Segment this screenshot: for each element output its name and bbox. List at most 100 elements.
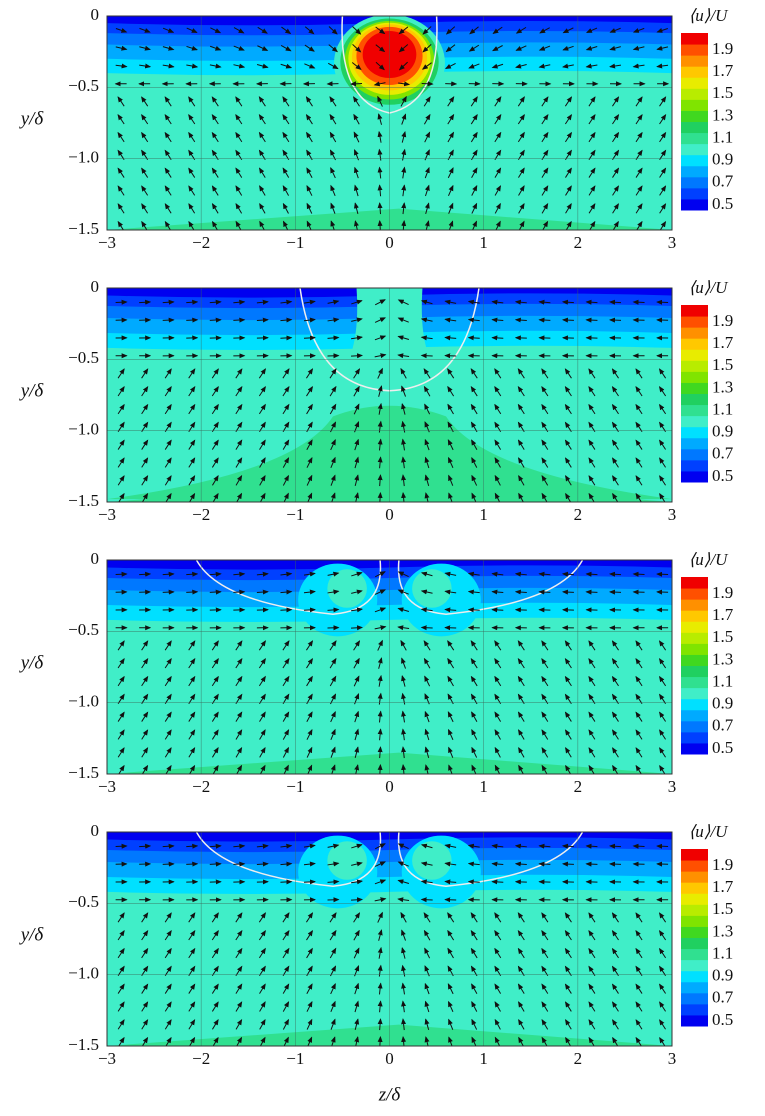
vector-arrow bbox=[401, 130, 407, 143]
y-tick-label: 0 bbox=[91, 549, 100, 568]
y-axis-label: y/δ bbox=[19, 652, 45, 673]
vector-arrow bbox=[141, 131, 149, 143]
vector-arrow bbox=[374, 353, 387, 359]
vector-arrow bbox=[447, 693, 454, 705]
vector-arrow bbox=[327, 861, 340, 867]
vector-arrow bbox=[401, 710, 407, 723]
vector-arrow bbox=[447, 131, 454, 143]
vector-arrow bbox=[635, 457, 643, 468]
vector-arrow bbox=[282, 1001, 290, 1012]
vector-arrow bbox=[612, 203, 619, 214]
colorbar-cell bbox=[681, 904, 708, 916]
vector-arrow bbox=[162, 45, 175, 51]
vector-arrow bbox=[447, 113, 455, 125]
vector-arrow bbox=[117, 930, 125, 941]
vector-arrow bbox=[258, 403, 266, 415]
vector-arrow bbox=[351, 317, 363, 323]
vector-arrow bbox=[258, 368, 266, 379]
vector-arrow bbox=[164, 640, 172, 651]
vector-arrow bbox=[327, 317, 340, 323]
vector-arrow bbox=[164, 457, 172, 468]
colorbar-tick-label: 1.1 bbox=[712, 399, 733, 418]
vector-arrow bbox=[233, 861, 246, 867]
vector-arrow bbox=[235, 439, 243, 450]
vector-arrow bbox=[448, 202, 454, 214]
contour-line bbox=[397, 832, 584, 887]
colorbar-tick-label: 1.3 bbox=[712, 377, 733, 396]
vector-arrow bbox=[306, 184, 313, 196]
vector-arrow bbox=[467, 879, 480, 885]
colorbar-tick-label: 1.7 bbox=[712, 333, 734, 352]
vector-arrow bbox=[256, 843, 269, 849]
colorbar-title: ⟨u⟩/U bbox=[689, 550, 729, 569]
y-tick-label: −0.5 bbox=[68, 76, 99, 95]
vector-arrow bbox=[588, 368, 596, 379]
vector-arrow bbox=[258, 149, 266, 161]
vector-arrow bbox=[377, 130, 383, 143]
vector-arrow bbox=[117, 421, 125, 432]
vector-arrow bbox=[139, 299, 152, 305]
vector-arrow bbox=[115, 45, 128, 51]
vector-arrow bbox=[585, 843, 598, 849]
vector-arrow bbox=[611, 675, 619, 687]
vector-arrow bbox=[212, 475, 219, 486]
vector-arrow bbox=[491, 335, 504, 341]
vector-arrow bbox=[422, 26, 432, 35]
vector-arrow bbox=[377, 219, 383, 230]
vector-arrow bbox=[212, 1019, 219, 1030]
vector-arrow bbox=[658, 640, 667, 651]
vector-arrow bbox=[420, 607, 433, 613]
vector-arrow bbox=[491, 589, 504, 595]
vector-arrow bbox=[377, 1018, 383, 1031]
vector-arrow bbox=[330, 1000, 336, 1013]
colorbar-cell bbox=[681, 849, 708, 861]
vector-arrow bbox=[141, 947, 149, 959]
vector-arrow bbox=[209, 589, 222, 595]
vector-arrow bbox=[282, 1018, 289, 1030]
colorbar-cell bbox=[681, 143, 708, 156]
vector-arrow bbox=[659, 114, 667, 125]
vector-arrow bbox=[444, 607, 457, 613]
colorbar-cell bbox=[681, 66, 708, 78]
vector-arrow bbox=[494, 1001, 501, 1012]
vector-arrow bbox=[470, 640, 478, 651]
vector-arrow bbox=[517, 439, 525, 450]
vector-arrow bbox=[282, 983, 290, 994]
vector-arrow bbox=[494, 421, 502, 433]
colorbar-tick-label: 1.7 bbox=[712, 61, 734, 80]
vector-arrow bbox=[518, 457, 525, 468]
vector-arrow bbox=[188, 368, 196, 379]
vector-arrow bbox=[635, 640, 643, 651]
vector-arrow bbox=[612, 167, 620, 178]
vector-arrow bbox=[164, 675, 172, 687]
vector-arrow bbox=[330, 1018, 336, 1030]
vector-arrow bbox=[424, 131, 431, 143]
vector-arrow bbox=[541, 386, 549, 397]
vector-arrow bbox=[164, 96, 172, 107]
vector-arrow bbox=[447, 675, 454, 687]
vector-arrow bbox=[518, 1001, 525, 1012]
vector-arrow bbox=[330, 965, 337, 977]
colorbar-cell bbox=[681, 599, 708, 611]
vector-arrow bbox=[561, 861, 574, 867]
vector-arrow bbox=[164, 1001, 172, 1012]
vector-arrow bbox=[444, 589, 457, 595]
vector-arrow bbox=[188, 965, 196, 976]
vector-arrow bbox=[494, 131, 502, 143]
vector-arrow bbox=[141, 711, 149, 722]
vector-arrow bbox=[164, 131, 172, 143]
vector-arrow bbox=[421, 62, 432, 70]
vector-arrow bbox=[235, 912, 243, 923]
vector-arrow bbox=[256, 63, 269, 69]
vector-arrow bbox=[256, 861, 269, 867]
vector-arrow bbox=[351, 589, 363, 595]
colorbar-cell bbox=[681, 882, 708, 894]
vector-arrow bbox=[141, 729, 149, 740]
vector-arrow bbox=[421, 81, 434, 87]
vector-arrow bbox=[211, 185, 219, 196]
vector-arrow bbox=[423, 912, 431, 923]
vector-arrow bbox=[306, 1018, 313, 1030]
vector-arrow bbox=[471, 728, 478, 740]
vector-arrow bbox=[354, 746, 360, 759]
vector-arrow bbox=[186, 27, 198, 33]
